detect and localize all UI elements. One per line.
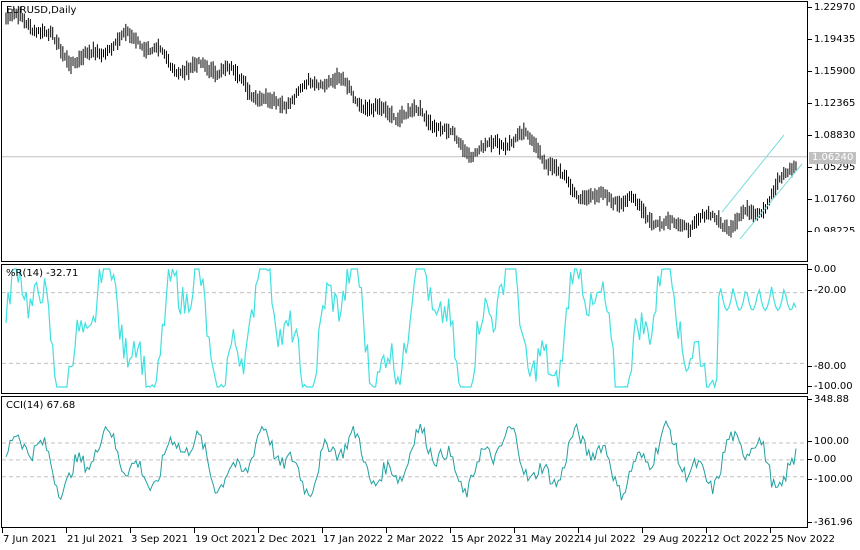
current-price-label: 1.06240 bbox=[809, 152, 857, 164]
time-tick: 3 Sep 2021 bbox=[130, 528, 188, 545]
symbol-label: EURUSD,Daily bbox=[6, 5, 77, 16]
cci-axis: 348.88 100.00 0.00 -100.00 -361.96 bbox=[808, 394, 860, 529]
wpr-axis: 0.00 -20.00 -80.00 -100.00 bbox=[808, 264, 860, 394]
price-tick: 1.15900 bbox=[808, 66, 855, 78]
price-axis: 1.22970 1.19435 1.15900 1.12365 1.08830 … bbox=[808, 0, 860, 262]
cci-tick: 0.00 bbox=[808, 454, 836, 466]
price-bars bbox=[2, 6, 807, 240]
price-tick: 1.22970 bbox=[808, 2, 855, 14]
cci-panel[interactable]: CCI(14) 67.68 bbox=[1, 396, 808, 528]
price-tick: 0.98225 bbox=[808, 226, 855, 232]
time-tick: 25 Nov 2022 bbox=[770, 528, 835, 545]
price-tick: 1.08830 bbox=[808, 130, 855, 142]
cci-line bbox=[2, 419, 807, 501]
time-tick: 15 Apr 2022 bbox=[450, 528, 513, 545]
time-tick: 2 Dec 2021 bbox=[258, 528, 317, 545]
cci-tick: -100.00 bbox=[808, 474, 853, 486]
wpr-tick: 0.00 bbox=[808, 264, 836, 276]
time-tick: 17 Jan 2022 bbox=[322, 528, 383, 545]
cci-tick: 100.00 bbox=[808, 436, 849, 448]
wpr-tick: -100.00 bbox=[808, 381, 853, 393]
time-tick: 19 Oct 2021 bbox=[194, 528, 257, 545]
price-tick: 1.05295 bbox=[808, 162, 855, 174]
price-tick: 1.19435 bbox=[808, 34, 855, 46]
price-chart-panel[interactable]: EURUSD,Daily bbox=[1, 1, 808, 262]
time-tick: 2 Mar 2022 bbox=[386, 528, 444, 545]
wpr-label: %R(14) -32.71 bbox=[6, 268, 79, 279]
time-tick: 14 Jul 2022 bbox=[578, 528, 636, 545]
williams-r-panel[interactable]: %R(14) -32.71 bbox=[1, 264, 808, 394]
time-tick: 31 May 2022 bbox=[514, 528, 580, 545]
time-tick: 21 Jul 2021 bbox=[66, 528, 124, 545]
wpr-tick: -80.00 bbox=[808, 361, 846, 373]
cci-tick: -361.96 bbox=[808, 517, 853, 529]
cci-label: CCI(14) 67.68 bbox=[6, 400, 76, 411]
cci-tick: 348.88 bbox=[808, 394, 849, 406]
time-axis: 7 Jun 2021 21 Jul 2021 3 Sep 2021 19 Oct… bbox=[0, 528, 835, 550]
price-tick: 1.01760 bbox=[808, 194, 855, 206]
time-tick: 7 Jun 2021 bbox=[2, 528, 57, 545]
price-tick: 1.12365 bbox=[808, 98, 855, 110]
time-tick: 29 Aug 2022 bbox=[642, 528, 707, 545]
wpr-tick: -20.00 bbox=[808, 285, 846, 297]
wpr-line bbox=[2, 267, 807, 390]
time-tick: 12 Oct 2022 bbox=[706, 528, 769, 545]
